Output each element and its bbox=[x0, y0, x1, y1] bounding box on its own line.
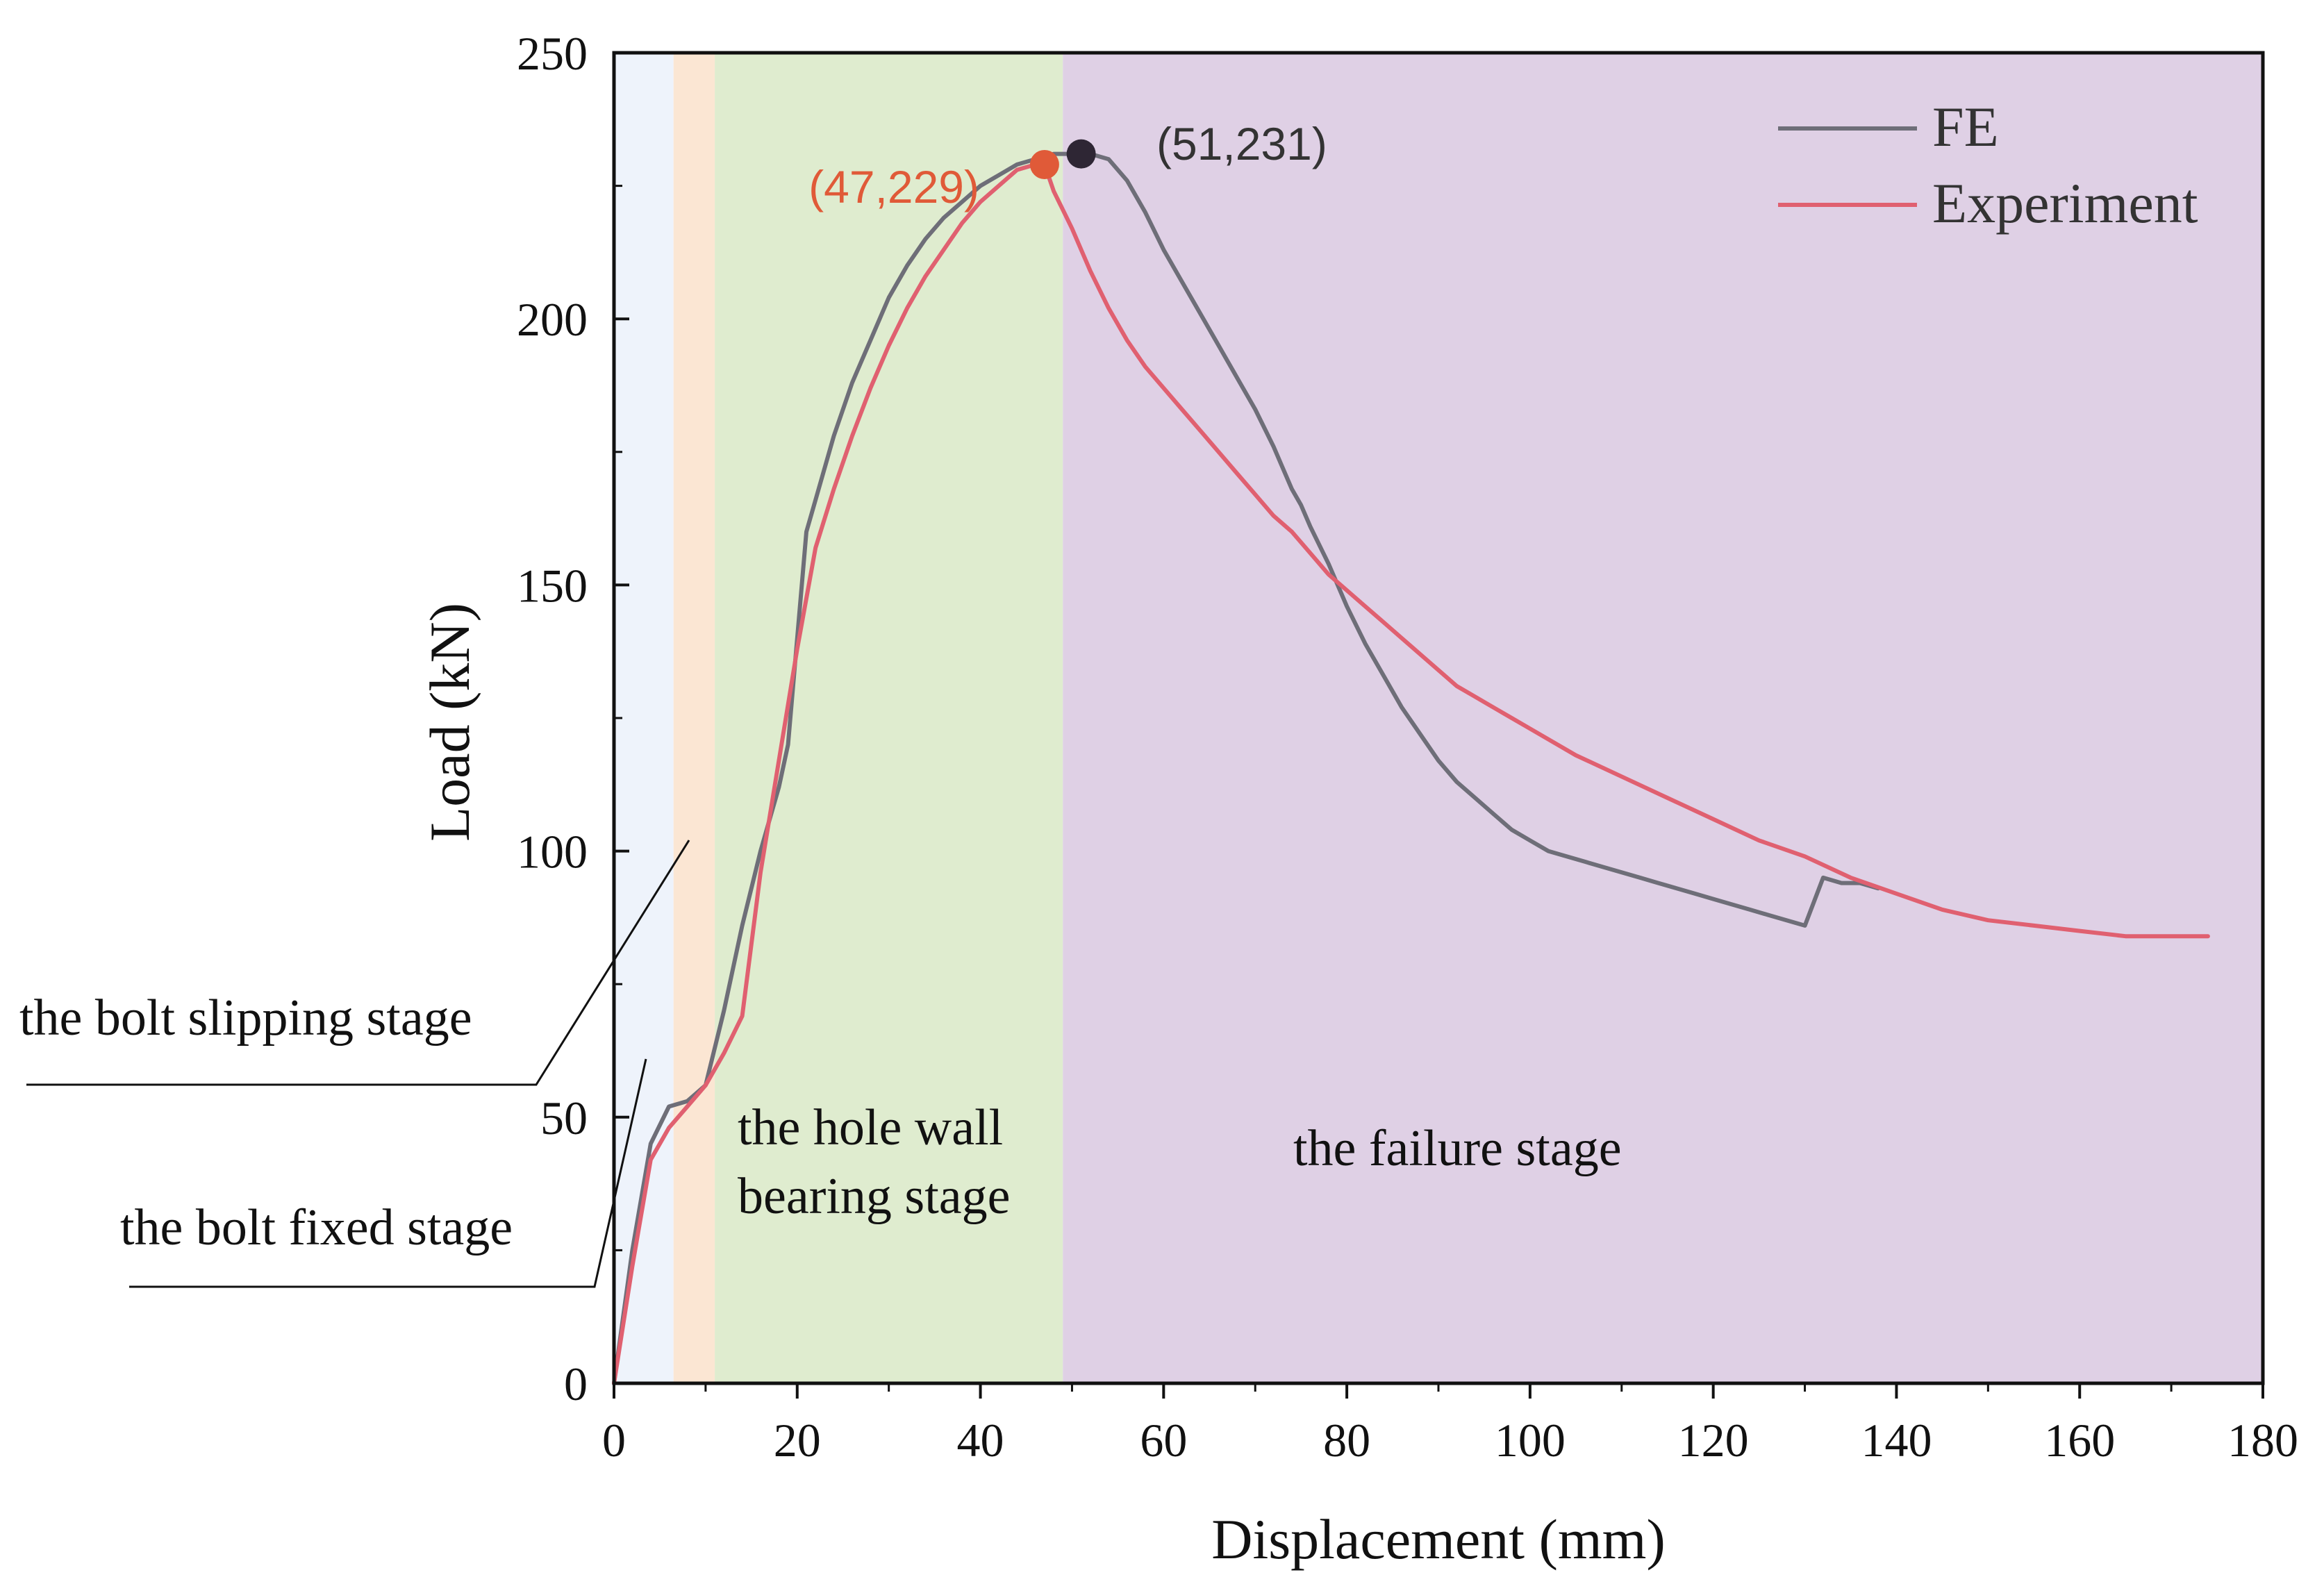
bolt-slipping-stage-label: the bolt slipping stage bbox=[19, 990, 472, 1046]
x-tick-label: 0 bbox=[602, 1414, 626, 1467]
stage-band-bolt-fixed bbox=[614, 53, 674, 1383]
hole-wall-stage-label-line2: bearing stage bbox=[738, 1168, 1010, 1225]
failure-stage-label: the failure stage bbox=[1293, 1120, 1622, 1177]
stage-bands bbox=[614, 53, 2263, 1383]
bolt-slipping-leader bbox=[26, 840, 690, 1086]
x-tick-label: 160 bbox=[2044, 1414, 2115, 1467]
y-tick-label: 50 bbox=[540, 1092, 588, 1144]
x-axis-ticks: 0 20 40 60 80 100 120 140 160 180 bbox=[602, 1383, 2298, 1467]
y-tick-label: 100 bbox=[517, 826, 588, 878]
x-tick-label: 180 bbox=[2227, 1414, 2298, 1467]
x-tick-label: 40 bbox=[957, 1414, 1004, 1467]
series-line-fe bbox=[612, 151, 1881, 1385]
hole-wall-stage-label-line1: the hole wall bbox=[738, 1099, 1003, 1156]
experiment-peak-marker bbox=[1029, 149, 1059, 179]
bolt-fixed-stage-label: the bolt fixed stage bbox=[120, 1199, 513, 1256]
y-axis-label: Load (kN) bbox=[418, 603, 481, 842]
legend-label-experiment: Experiment bbox=[1932, 172, 2198, 235]
x-tick-label: 120 bbox=[1678, 1414, 1749, 1467]
annotation-leaders bbox=[26, 840, 690, 1288]
x-tick-label: 60 bbox=[1140, 1414, 1187, 1467]
x-tick-label: 140 bbox=[1861, 1414, 1932, 1467]
peak-points bbox=[1029, 139, 1096, 179]
series-layer bbox=[612, 151, 2210, 1385]
x-tick-label: 80 bbox=[1323, 1414, 1370, 1467]
series-line-experiment bbox=[612, 162, 2210, 1385]
y-tick-label: 250 bbox=[517, 27, 588, 80]
x-axis-label: Displacement (mm) bbox=[1211, 1508, 1666, 1571]
y-tick-label: 150 bbox=[517, 559, 588, 612]
y-tick-label: 0 bbox=[564, 1358, 588, 1410]
legend-label-fe: FE bbox=[1932, 95, 1999, 158]
experiment-peak-label: (47,229) bbox=[808, 161, 979, 212]
bolt-fixed-leader bbox=[129, 1058, 647, 1288]
stage-band-failure bbox=[1063, 53, 2263, 1383]
fe-peak-label: (51,231) bbox=[1156, 118, 1327, 169]
x-tick-label: 20 bbox=[774, 1414, 821, 1467]
stage-band-hole-wall-bearing bbox=[715, 53, 1063, 1383]
legend: FE Experiment bbox=[1778, 95, 2198, 235]
fe-peak-marker bbox=[1066, 139, 1096, 169]
x-tick-label: 100 bbox=[1495, 1414, 1566, 1467]
y-axis-ticks: 0 50 100 150 200 250 bbox=[517, 27, 629, 1410]
y-tick-label: 200 bbox=[517, 293, 588, 346]
stage-band-bolt-slipping bbox=[673, 53, 715, 1383]
